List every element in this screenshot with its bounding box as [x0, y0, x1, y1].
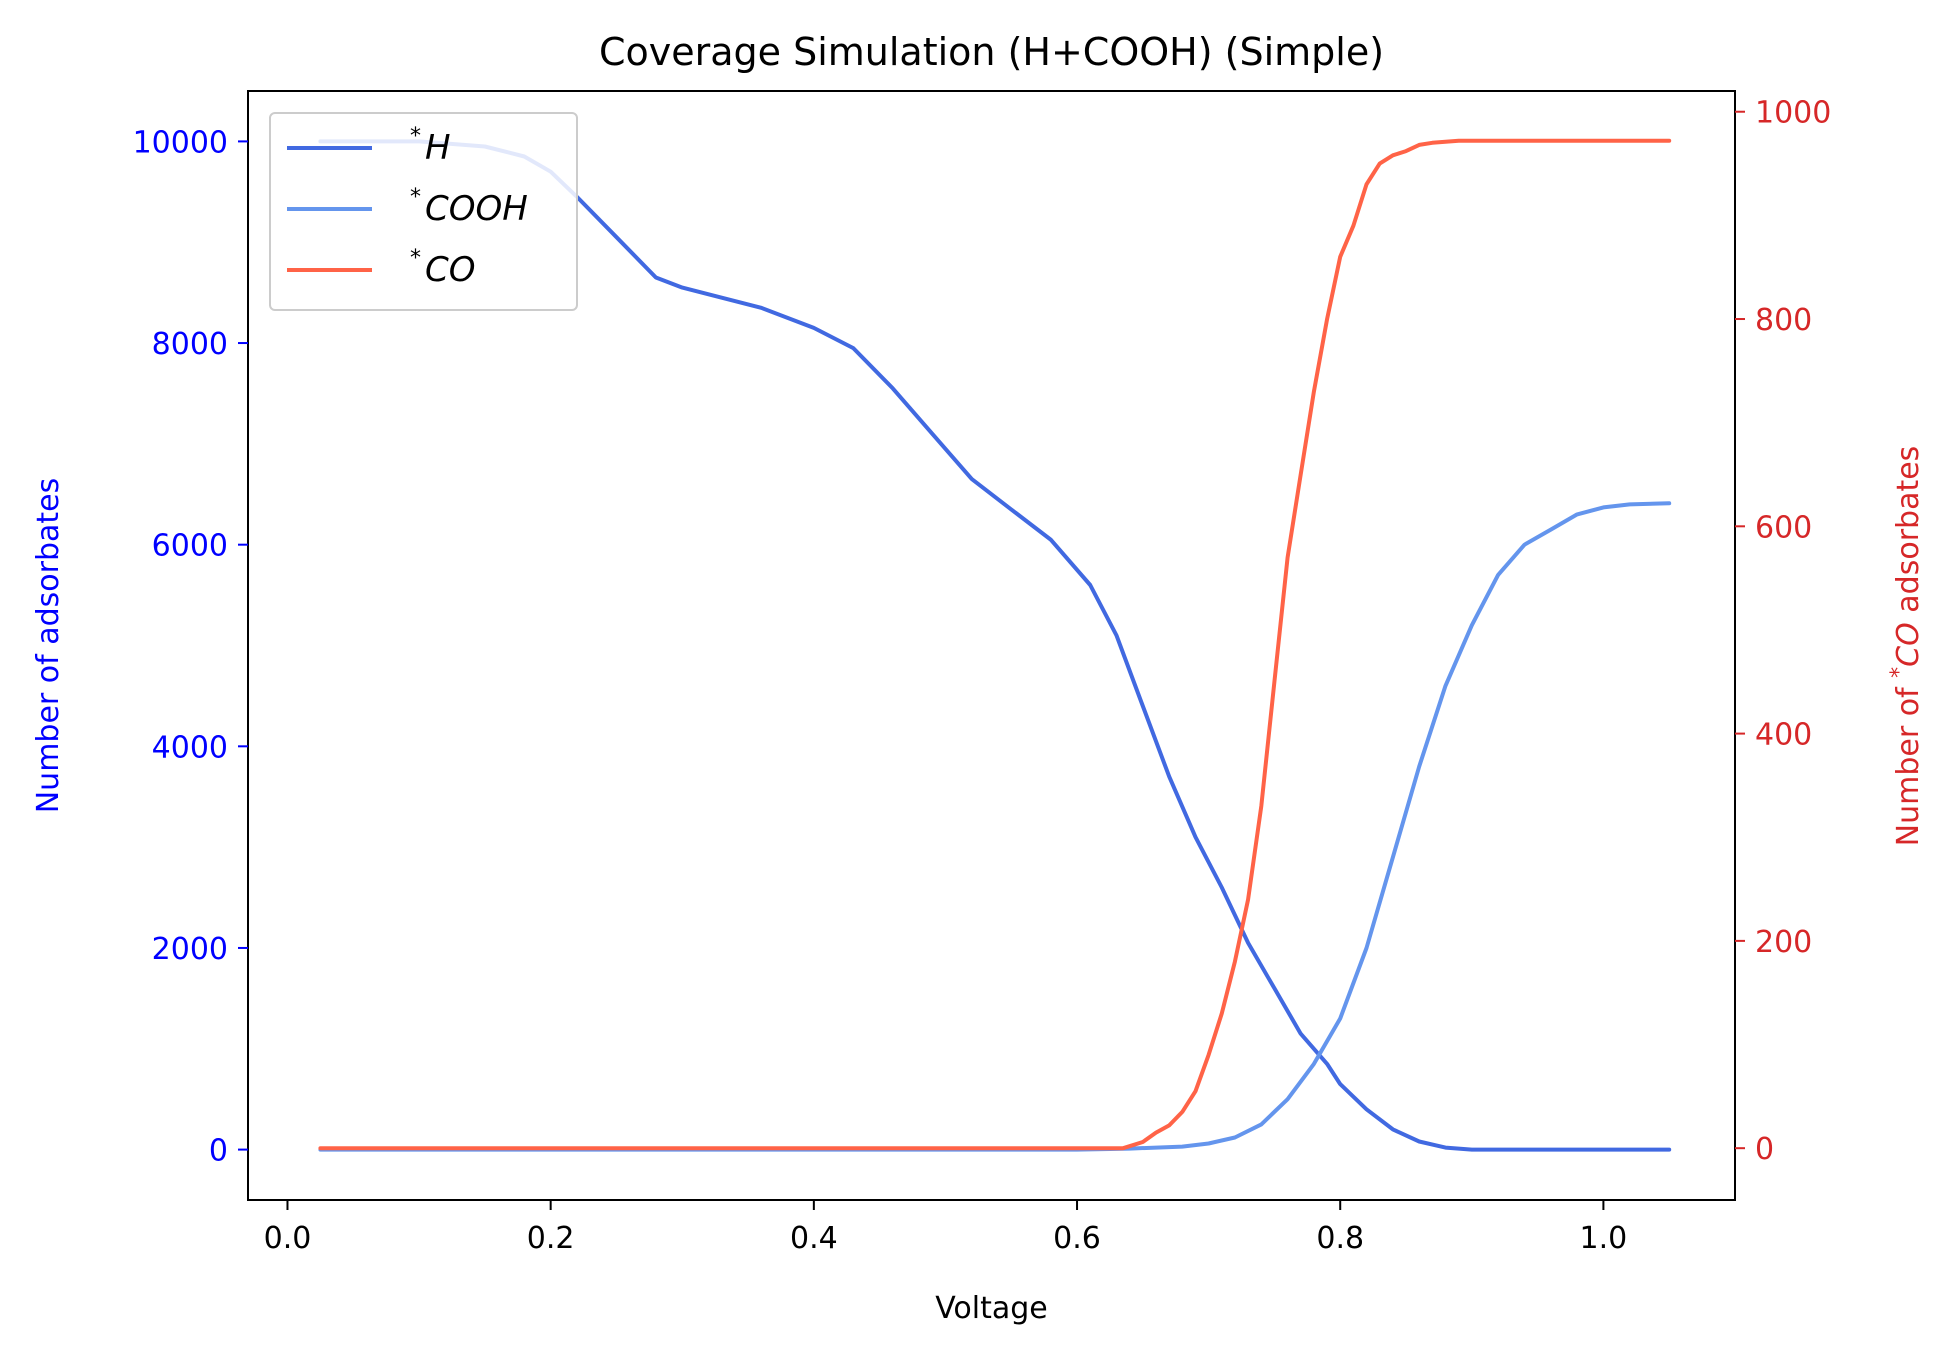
- legend-entry-cooh: * COOH: [410, 185, 528, 229]
- x-axis-label: Voltage: [935, 1291, 1048, 1326]
- axes-layer: 0.0 0.2 0.4 0.6 0.8 1.00200040006000800010000…: [133, 90, 1831, 1256]
- y-right-tick-label: 200: [1755, 925, 1812, 960]
- legend-sup: *: [410, 246, 421, 271]
- x-tick-label: 0.4: [790, 1221, 838, 1256]
- series-line-h: [318, 139, 1672, 1152]
- y-axis-right-label-prefix: Number of: [1891, 678, 1926, 847]
- y-right-tick-label: 600: [1755, 510, 1812, 545]
- y-axis-right-label-sup: *: [1887, 667, 1912, 678]
- x-tick-label: 0.6: [1053, 1221, 1101, 1256]
- chart-title: Coverage Simulation (H+COOH) (Simple): [599, 30, 1384, 74]
- series-line-co: [318, 138, 1672, 1151]
- y-left-tick-label: 2000: [152, 932, 228, 967]
- x-tick-label: 0.8: [1316, 1221, 1364, 1256]
- y-right-tick-label: 800: [1755, 303, 1812, 338]
- legend-sup: *: [410, 124, 421, 149]
- legend-label: H: [425, 128, 451, 168]
- plot-frame: [247, 90, 1736, 1201]
- series-layer: [318, 138, 1672, 1152]
- legend: * H* COOH* CO: [269, 112, 578, 311]
- y-right-tick-label: 0: [1755, 1132, 1774, 1167]
- y-axis-right-label: Number of *CO adsorbates: [1887, 446, 1926, 847]
- y-axis-right-label-species: CO: [1891, 622, 1926, 667]
- x-tick-label: 1.0: [1580, 1221, 1628, 1256]
- y-left-tick-label: 8000: [152, 327, 228, 362]
- y-right-tick-label: 1000: [1755, 96, 1831, 131]
- y-axis-right-label-suffix: adsorbates: [1891, 446, 1926, 623]
- legend-label: COOH: [425, 189, 528, 229]
- x-tick-label: 0.0: [264, 1221, 312, 1256]
- legend-sup: *: [410, 185, 421, 210]
- y-axis-left-label: Number of adsorbates: [31, 478, 66, 814]
- y-left-tick-label: 6000: [152, 529, 228, 564]
- legend-box: [269, 112, 578, 311]
- legend-entry-co: * CO: [410, 246, 476, 290]
- y-left-tick-label: 0: [209, 1134, 228, 1169]
- legend-label: CO: [425, 250, 476, 290]
- y-right-tick-label: 400: [1755, 718, 1812, 753]
- y-left-tick-label: 4000: [152, 730, 228, 765]
- series-line-cooh: [318, 501, 1672, 1152]
- legend-entry-h: * H: [410, 124, 451, 168]
- y-left-tick-label: 10000: [133, 125, 228, 160]
- x-tick-label: 0.2: [527, 1221, 575, 1256]
